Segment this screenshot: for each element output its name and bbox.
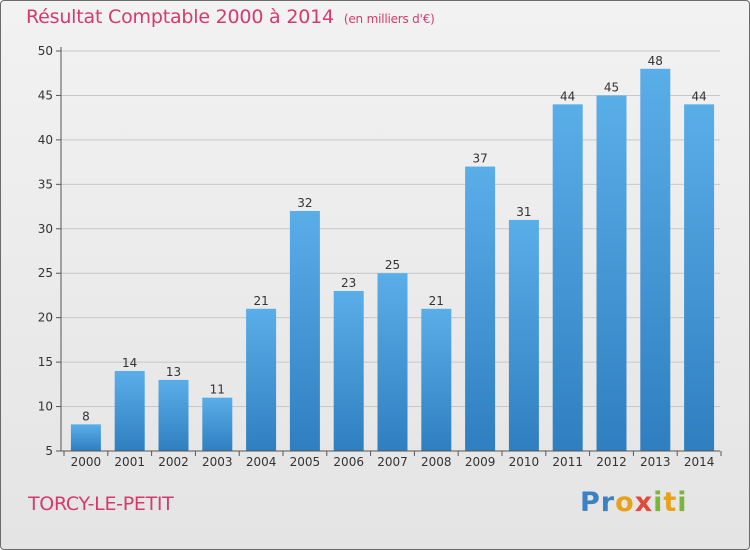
bar-2004 (246, 308, 277, 451)
y-tick-label: 25 (38, 266, 53, 280)
data-labels: 8 14 13 11 21 32 23 25 21 37 31 44 45 48 44 (82, 54, 707, 424)
data-label-2005: 32 (297, 196, 312, 210)
data-label-2002: 13 (166, 365, 181, 379)
x-tick-label-2011: 2011 (552, 455, 583, 469)
x-tick-label-2013: 2013 (640, 455, 671, 469)
data-label-2003: 11 (210, 383, 225, 397)
x-tick-label-2002: 2002 (158, 455, 189, 469)
bar-2013 (640, 68, 671, 452)
y-tick-label: 50 (38, 44, 53, 58)
proxiti-logo: Proxiti (580, 487, 688, 518)
data-label-2000: 8 (82, 409, 90, 423)
bar-2009 (465, 166, 496, 452)
data-label-2007: 25 (385, 258, 400, 272)
bar-2005 (289, 211, 320, 451)
town-name: TORCY-LE-PETIT (28, 493, 174, 515)
bar-2000 (70, 424, 101, 451)
x-tick-label-2009: 2009 (465, 455, 496, 469)
chart-subtitle: (en milliers d'€) (343, 12, 435, 26)
bar-2012 (596, 95, 627, 451)
y-axis-ticks: 5 10 15 20 25 30 35 40 45 50 (38, 44, 61, 458)
x-tick-label-2001: 2001 (114, 455, 145, 469)
x-tick-label-2008: 2008 (421, 455, 452, 469)
bar-2007 (377, 273, 408, 451)
data-label-2010: 31 (516, 205, 531, 219)
data-label-2011: 44 (560, 89, 575, 103)
x-tick-label-2000: 2000 (71, 455, 102, 469)
chart-title: Résultat Comptable 2000 à 2014 (en millie… (26, 6, 435, 28)
bar-2011 (552, 104, 583, 451)
x-tick-label-2006: 2006 (333, 455, 364, 469)
axes (60, 47, 720, 452)
y-tick-label: 30 (38, 222, 53, 236)
y-tick-label: 35 (38, 177, 53, 191)
y-tick-label: 15 (38, 355, 53, 369)
x-axis-ticks: 2000 2001 2002 2003 2004 2005 2006 2007 2008 2009… (63, 451, 722, 469)
bar-2014 (684, 104, 715, 451)
data-label-2008: 21 (429, 294, 444, 308)
x-tick-label-2010: 2010 (509, 455, 540, 469)
x-tick-label-2003: 2003 (202, 455, 233, 469)
x-tick-label-2014: 2014 (684, 455, 715, 469)
data-label-2004: 21 (253, 294, 268, 308)
data-label-2012: 45 (604, 80, 619, 94)
bar-2001 (114, 371, 145, 451)
x-tick-label-2012: 2012 (596, 455, 627, 469)
bar-2010 (508, 219, 539, 451)
bar-2006 (333, 291, 364, 451)
y-tick-label: 10 (38, 400, 53, 414)
x-tick-label-2004: 2004 (246, 455, 277, 469)
data-label-2013: 48 (648, 54, 663, 68)
chart-title-text: Résultat Comptable 2000 à 2014 (26, 6, 334, 28)
bar-2003 (202, 397, 233, 451)
data-label-2014: 44 (691, 89, 706, 103)
data-label-2006: 23 (341, 276, 356, 290)
y-tick-label: 5 (45, 444, 53, 458)
bar-2008 (421, 308, 452, 451)
data-label-2009: 37 (472, 152, 487, 166)
data-label-2001: 14 (122, 356, 137, 370)
y-tick-label: 40 (38, 133, 53, 147)
x-tick-label-2005: 2005 (290, 455, 321, 469)
bars (70, 68, 715, 452)
y-tick-label: 45 (38, 88, 53, 102)
bar-2002 (158, 379, 189, 451)
y-tick-label: 20 (38, 311, 53, 325)
x-tick-label-2007: 2007 (377, 455, 408, 469)
